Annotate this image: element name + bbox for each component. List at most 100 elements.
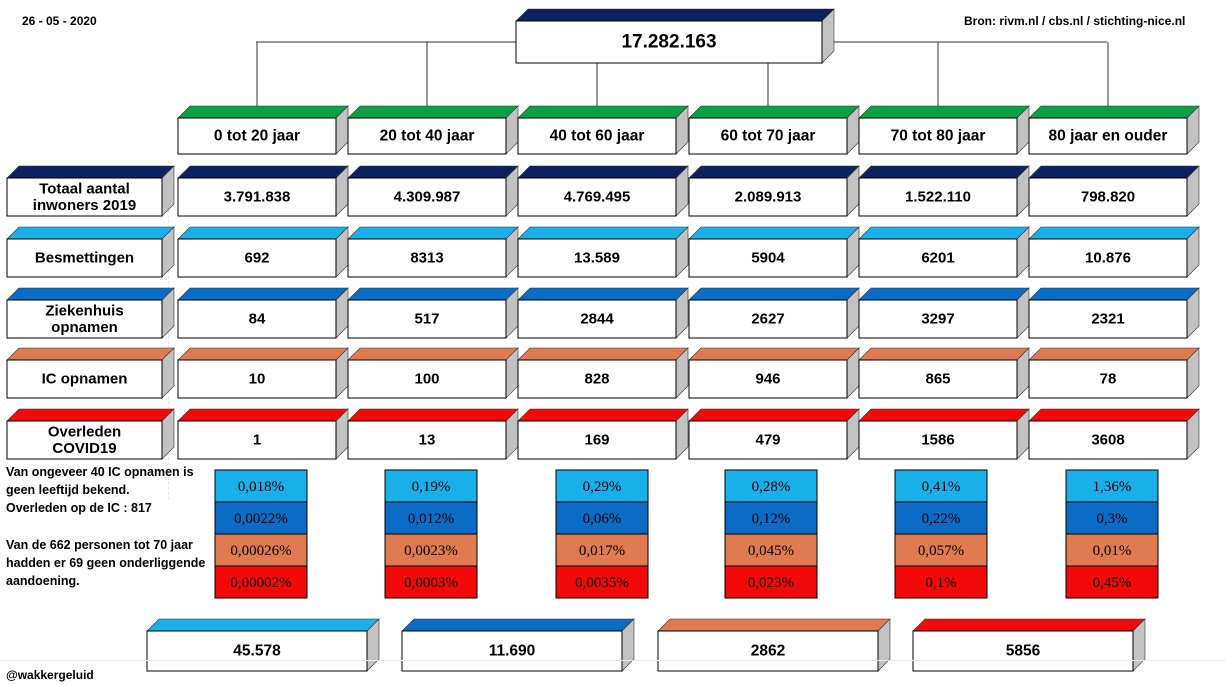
value-box-r1-c5: 10.876 [1028, 226, 1200, 278]
box-label: 479 [755, 432, 780, 449]
note-unknown-age: Van ongeveer 40 IC opnamen is geen leeft… [6, 465, 194, 497]
box-front-face [858, 299, 1018, 339]
box-label: 3.791.838 [224, 189, 291, 206]
box-top-face [177, 165, 349, 179]
box-front-face [517, 359, 677, 399]
box-label: 60 tot 70 jaar [721, 128, 816, 145]
box-top-face [1028, 226, 1200, 240]
value-box-r0-c4: 1.522.110 [858, 165, 1030, 217]
box-top-face [6, 226, 175, 240]
percentage-cell [1065, 501, 1159, 535]
box-label: 4.769.495 [564, 189, 631, 206]
box-front-face [347, 359, 507, 399]
box-top-face [347, 105, 519, 119]
box-layer: 17.282.163 0 tot 20 jaar 20 tot 40 jaar 40 … [6, 8, 1200, 672]
box-label: 70 tot 80 jaar [891, 128, 986, 145]
age-group-header-2: 40 tot 60 jaar [517, 105, 689, 155]
percentage-value: 0,023% [748, 575, 794, 591]
box-top-face [688, 226, 860, 240]
box-label: Ziekenhuis [45, 302, 123, 319]
percentage-value: 0,29% [583, 479, 622, 495]
box-top-face [347, 347, 519, 361]
box-front-face [688, 117, 848, 155]
box-label: 11.690 [489, 643, 536, 660]
value-box-r1-c2: 13.589 [517, 226, 689, 278]
value-box-r3-c3: 946 [688, 347, 860, 399]
total-population-box: 17.282.163 [515, 8, 835, 64]
source-label: Bron: rivm.nl / cbs.nl / stichting-nice.… [964, 14, 1186, 28]
box-top-face [688, 408, 860, 422]
box-top-face [177, 287, 349, 301]
percentage-cell [555, 565, 649, 599]
box-front-face [515, 20, 823, 64]
box-label: 45.578 [233, 643, 281, 660]
value-box-r1-c1: 8313 [347, 226, 519, 278]
percentage-value: 0,06% [583, 511, 622, 527]
box-top-face [347, 226, 519, 240]
box-top-face [1028, 347, 1200, 361]
percentage-value: 0,0022% [234, 511, 288, 527]
percentage-cell [214, 565, 308, 599]
box-front-face [347, 117, 507, 155]
box-top-face [6, 287, 175, 301]
box-label: 17.282.163 [621, 32, 716, 53]
value-box-r0-c5: 798.820 [1028, 165, 1200, 217]
box-label: 0 tot 20 jaar [214, 128, 300, 145]
footer-divider [0, 660, 1226, 661]
percentage-cell [894, 565, 988, 599]
box-label: 6201 [921, 250, 954, 267]
value-box-r2-c2: 2844 [517, 287, 689, 339]
value-box-r2-c1: 517 [347, 287, 519, 339]
box-top-face [146, 618, 380, 632]
box-front-face [1028, 238, 1188, 278]
box-top-face [688, 347, 860, 361]
percentage-cell [555, 533, 649, 567]
box-top-face [177, 105, 349, 119]
box-label: 84 [249, 311, 266, 328]
value-box-r3-c2: 828 [517, 347, 689, 399]
total-box-1: 11.690 [401, 618, 635, 672]
date-label: 26 - 05 - 2020 [22, 14, 97, 28]
box-front-face [1028, 117, 1188, 155]
percentage-value: 0,01% [1093, 543, 1132, 559]
value-box-r0-c1: 4.309.987 [347, 165, 519, 217]
box-label: 2627 [751, 311, 784, 328]
box-label: 4.309.987 [394, 189, 461, 206]
box-label: 865 [925, 371, 950, 388]
box-label: 3608 [1091, 432, 1124, 449]
box-front-face [858, 117, 1018, 155]
box-label: 100 [414, 371, 439, 388]
box-label: 828 [584, 371, 609, 388]
box-front-face [6, 177, 163, 217]
percentage-stack-1: 0,19% 0,012% 0,0023% 0,0003% [384, 469, 478, 599]
box-front-face [177, 420, 337, 460]
value-box-r1-c0: 692 [177, 226, 349, 278]
box-top-face [858, 165, 1030, 179]
percentage-value: 0,12% [752, 511, 791, 527]
box-front-face [177, 177, 337, 217]
box-top-face [1028, 165, 1200, 179]
box-label: IC opnamen [42, 371, 128, 388]
value-box-r1-c4: 6201 [858, 226, 1030, 278]
value-box-r4-c3: 479 [688, 408, 860, 460]
box-front-face [517, 177, 677, 217]
percentage-stack-2: 0,29% 0,06% 0,017% 0,0035% [555, 469, 649, 599]
box-front-face [177, 299, 337, 339]
percentage-cell [894, 501, 988, 535]
percentage-value: 0,017% [579, 543, 625, 559]
percentage-cell [384, 565, 478, 599]
box-top-face [657, 618, 891, 632]
box-label: 1 [253, 432, 261, 449]
percentage-cell [724, 565, 818, 599]
percentage-value: 0,0035% [575, 575, 629, 591]
box-label: 3297 [921, 311, 954, 328]
value-box-r3-c5: 78 [1028, 347, 1200, 399]
box-label: 20 tot 40 jaar [380, 128, 475, 145]
value-box-r0-c0: 3.791.838 [177, 165, 349, 217]
box-top-face [347, 287, 519, 301]
age-group-header-5: 80 jaar en ouder [1028, 105, 1200, 155]
box-front-face [6, 299, 163, 339]
box-label: Besmettingen [35, 250, 134, 267]
